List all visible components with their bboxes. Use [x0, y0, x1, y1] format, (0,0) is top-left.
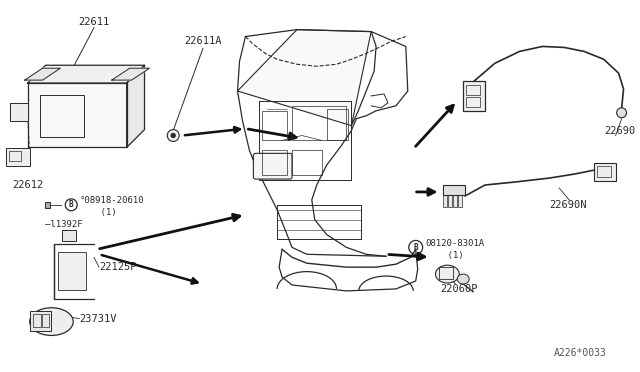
- Text: 22690N: 22690N: [549, 200, 587, 210]
- Polygon shape: [112, 68, 150, 80]
- Ellipse shape: [435, 265, 460, 283]
- Text: 22060P: 22060P: [440, 284, 478, 294]
- FancyBboxPatch shape: [29, 311, 51, 330]
- FancyBboxPatch shape: [458, 193, 462, 207]
- Text: 22611: 22611: [79, 17, 109, 27]
- Circle shape: [616, 108, 627, 118]
- Text: (1): (1): [426, 251, 463, 260]
- Polygon shape: [25, 68, 60, 80]
- Text: °08918-20610: °08918-20610: [79, 196, 144, 205]
- FancyBboxPatch shape: [444, 185, 465, 195]
- Polygon shape: [28, 83, 127, 147]
- FancyBboxPatch shape: [45, 202, 51, 208]
- FancyBboxPatch shape: [58, 252, 86, 290]
- Text: 22690: 22690: [604, 126, 635, 136]
- Text: 08120-8301A: 08120-8301A: [426, 239, 484, 248]
- FancyBboxPatch shape: [453, 193, 457, 207]
- Text: 22611A: 22611A: [184, 36, 221, 46]
- Circle shape: [167, 129, 179, 141]
- Polygon shape: [10, 103, 28, 121]
- FancyBboxPatch shape: [253, 153, 292, 179]
- FancyBboxPatch shape: [449, 193, 452, 207]
- FancyBboxPatch shape: [463, 81, 485, 111]
- Text: (1): (1): [79, 208, 117, 217]
- Text: A226*0033: A226*0033: [554, 348, 607, 358]
- Text: B: B: [69, 200, 74, 209]
- Ellipse shape: [457, 274, 469, 284]
- FancyBboxPatch shape: [444, 193, 447, 207]
- Ellipse shape: [29, 308, 73, 336]
- Polygon shape: [127, 65, 145, 147]
- Text: 22612: 22612: [12, 180, 43, 190]
- FancyBboxPatch shape: [62, 230, 76, 241]
- Text: 23731V: 23731V: [79, 314, 116, 324]
- Text: B: B: [413, 243, 418, 252]
- Text: 22125P: 22125P: [99, 262, 136, 272]
- Circle shape: [172, 134, 175, 138]
- Polygon shape: [28, 65, 145, 83]
- FancyBboxPatch shape: [6, 148, 29, 166]
- FancyBboxPatch shape: [594, 163, 616, 181]
- Text: —l1392F: —l1392F: [45, 220, 82, 229]
- Polygon shape: [237, 30, 371, 126]
